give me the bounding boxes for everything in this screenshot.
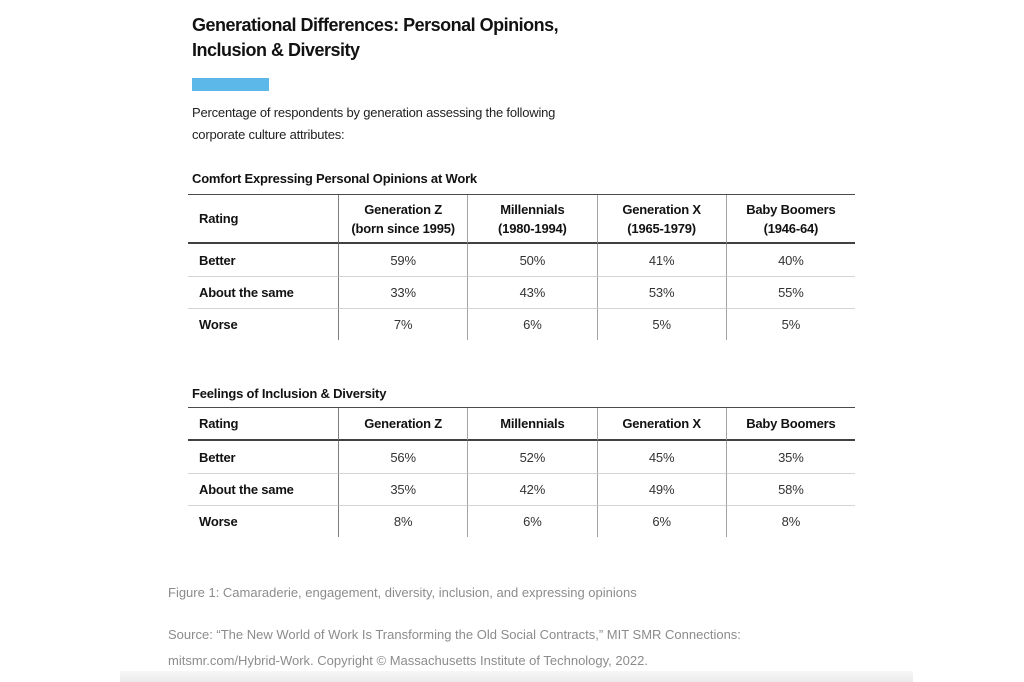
- figure-subtitle-line-2: corporate culture attributes:: [192, 127, 345, 142]
- table-cell: 40%: [725, 244, 855, 276]
- table-cell: 45%: [596, 441, 726, 473]
- row-label: Better: [199, 449, 236, 465]
- figure-title-line-2: Inclusion & Diversity: [192, 40, 360, 60]
- table-cell: 6%: [467, 505, 597, 537]
- row-label: Better: [199, 252, 236, 268]
- column-header-gen-x: Generation X: [596, 408, 726, 441]
- table-cell: 6%: [596, 505, 726, 537]
- page-bottom-strip: [120, 671, 913, 682]
- column-header-name: Generation Z: [364, 201, 443, 217]
- figure-title-line-1: Generational Differences: Personal Opini…: [192, 15, 559, 35]
- column-header-gen-x: Generation X (1965-1979): [596, 195, 726, 244]
- table-cell: 42%: [467, 473, 597, 505]
- column-header-range: (1965-1979): [627, 220, 696, 236]
- table-cell: 56%: [338, 441, 467, 473]
- table-cell: 5%: [596, 308, 726, 340]
- table-cell: 58%: [725, 473, 855, 505]
- column-header-range: (1980-1994): [498, 220, 567, 236]
- table-cell: 8%: [725, 505, 855, 537]
- row-label: About the same: [188, 276, 338, 308]
- inclusion-table-title: Feelings of Inclusion & Diversity: [192, 386, 387, 401]
- column-header-rating: Rating: [188, 195, 338, 244]
- source-line-1: Source: “The New World of Work Is Transf…: [168, 627, 741, 642]
- table-cell: 55%: [725, 276, 855, 308]
- row-label: Worse: [188, 308, 338, 340]
- table-cell: 35%: [725, 441, 855, 473]
- column-header-boomers: Baby Boomers (1946-64): [725, 195, 855, 244]
- table-cell: 5%: [725, 308, 855, 340]
- column-header-rating: Rating: [188, 408, 338, 441]
- table-cell: 50%: [467, 244, 596, 276]
- table-cell: 6%: [467, 308, 597, 340]
- figure-caption: Figure 1: Camaraderie, engagement, diver…: [168, 585, 637, 600]
- row-label: Worse: [188, 505, 338, 537]
- column-header-name: Baby Boomers: [746, 201, 836, 217]
- source-text: Source: “The New World of Work Is Transf…: [168, 622, 848, 674]
- column-header-range: (1946-64): [763, 220, 819, 236]
- row-label: About the same: [188, 473, 338, 505]
- column-header-range: (born since 1995): [351, 220, 455, 236]
- column-header-millennials: Millennials: [467, 408, 597, 441]
- figure-subtitle-line-1: Percentage of respondents by generation …: [192, 105, 556, 120]
- table-cell: 53%: [596, 276, 726, 308]
- opinions-table-title: Comfort Expressing Personal Opinions at …: [192, 171, 477, 186]
- source-line-2: mitsmr.com/Hybrid-Work. Copyright © Mass…: [168, 653, 648, 668]
- table-cell: 7%: [338, 308, 468, 340]
- table-cell: 43%: [467, 276, 597, 308]
- table-cell: 35%: [338, 473, 468, 505]
- table-cell: 33%: [338, 276, 468, 308]
- table-cell: 52%: [467, 441, 596, 473]
- column-header-gen-z: Generation Z: [338, 408, 468, 441]
- accent-bar: [192, 78, 269, 91]
- column-header-gen-z: Generation Z (born since 1995): [338, 195, 468, 244]
- table-cell: 41%: [596, 244, 726, 276]
- table-cell: 8%: [338, 505, 468, 537]
- column-header-name: Generation X: [622, 201, 701, 217]
- inclusion-table: Rating Generation Z Millennials Generati…: [188, 407, 855, 537]
- column-header-millennials: Millennials (1980-1994): [467, 195, 597, 244]
- figure-subtitle: Percentage of respondents by generation …: [192, 102, 612, 146]
- table-cell: 59%: [338, 244, 467, 276]
- column-header-name: Millennials: [500, 201, 565, 217]
- opinions-table: Rating Generation Z (born since 1995) Mi…: [188, 194, 855, 340]
- table-cell: 49%: [596, 473, 726, 505]
- figure-title: Generational Differences: Personal Opini…: [192, 13, 622, 63]
- column-header-boomers: Baby Boomers: [725, 408, 855, 441]
